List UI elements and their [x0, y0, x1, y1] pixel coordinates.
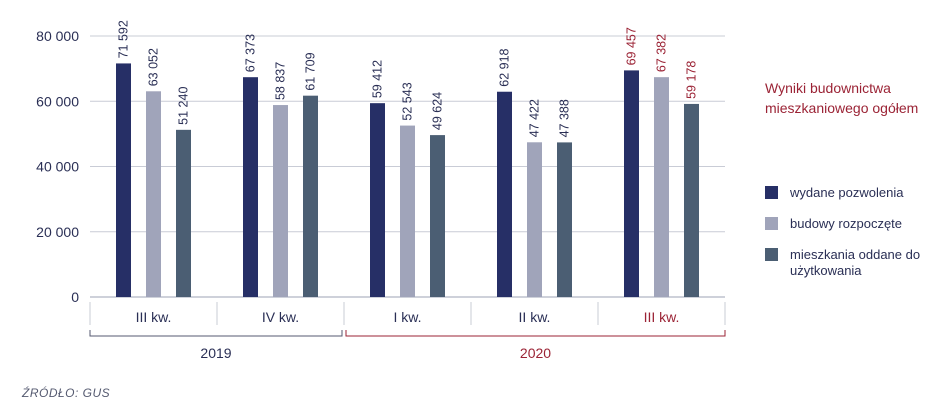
category-label: III kw.: [136, 309, 172, 325]
data-label: 58 837: [274, 62, 288, 100]
bar: [243, 77, 258, 297]
data-label: 61 709: [304, 52, 318, 90]
data-label: 49 624: [431, 92, 445, 130]
data-label: 47 388: [558, 99, 572, 137]
source-note: ŹRÓDŁO: GUS: [22, 386, 111, 400]
category-label: I kw.: [393, 309, 421, 325]
bar: [430, 135, 445, 297]
legend-title: Wyniki budownictwa mieszkaniowego ogółem: [765, 80, 919, 116]
bar: [176, 129, 191, 297]
legend-item-permits: wydane pozwolenia: [765, 185, 940, 201]
y-tick-label: 20 000: [36, 224, 79, 240]
bar: [624, 70, 639, 297]
legend-item-completed: mieszkania oddane do użytkowania: [765, 247, 940, 279]
year-bracket: [345, 330, 726, 337]
category-label: IV kw.: [262, 309, 299, 325]
category-label: III kw.: [644, 309, 680, 325]
legend-label-started: budowy rozpoczęte: [790, 216, 903, 231]
y-tick-label: 80 000: [36, 28, 79, 44]
data-label: 59 178: [685, 61, 699, 99]
y-tick-label: 40 000: [36, 159, 79, 175]
year-bracket: [89, 330, 343, 337]
data-label: 62 918: [498, 48, 512, 86]
data-label: 67 373: [244, 34, 258, 72]
data-label: 67 382: [655, 34, 669, 72]
bar: [146, 91, 161, 297]
data-label: 51 240: [177, 87, 191, 125]
bar: [497, 91, 512, 297]
bar: [684, 103, 699, 297]
data-label: 63 052: [147, 48, 161, 86]
bar: [654, 77, 669, 297]
y-tick-label: 60 000: [36, 93, 79, 109]
year-label: 2020: [520, 345, 551, 361]
year-label: 2019: [200, 345, 231, 361]
legend-swatch-started: [765, 217, 778, 230]
legend-swatch-completed: [765, 248, 778, 261]
bar: [557, 142, 572, 297]
bar: [400, 125, 415, 297]
y-tick-label: 0: [71, 289, 79, 305]
bar: [303, 95, 318, 298]
bar: [370, 103, 385, 297]
bar: [527, 142, 542, 297]
data-label: 69 457: [625, 27, 639, 65]
data-label: 52 543: [401, 82, 415, 120]
legend-label-completed: mieszkania oddane do użytkowania: [790, 247, 921, 278]
bar: [116, 63, 131, 298]
data-label: 71 592: [117, 20, 131, 58]
data-label: 59 412: [371, 60, 385, 98]
legend-label-permits: wydane pozwolenia: [790, 185, 904, 200]
category-label: II kw.: [519, 309, 551, 325]
bar: [273, 105, 288, 298]
legend-item-started: budowy rozpoczęte: [765, 216, 940, 232]
legend-swatch-permits: [765, 186, 778, 199]
data-label: 47 422: [528, 99, 542, 137]
